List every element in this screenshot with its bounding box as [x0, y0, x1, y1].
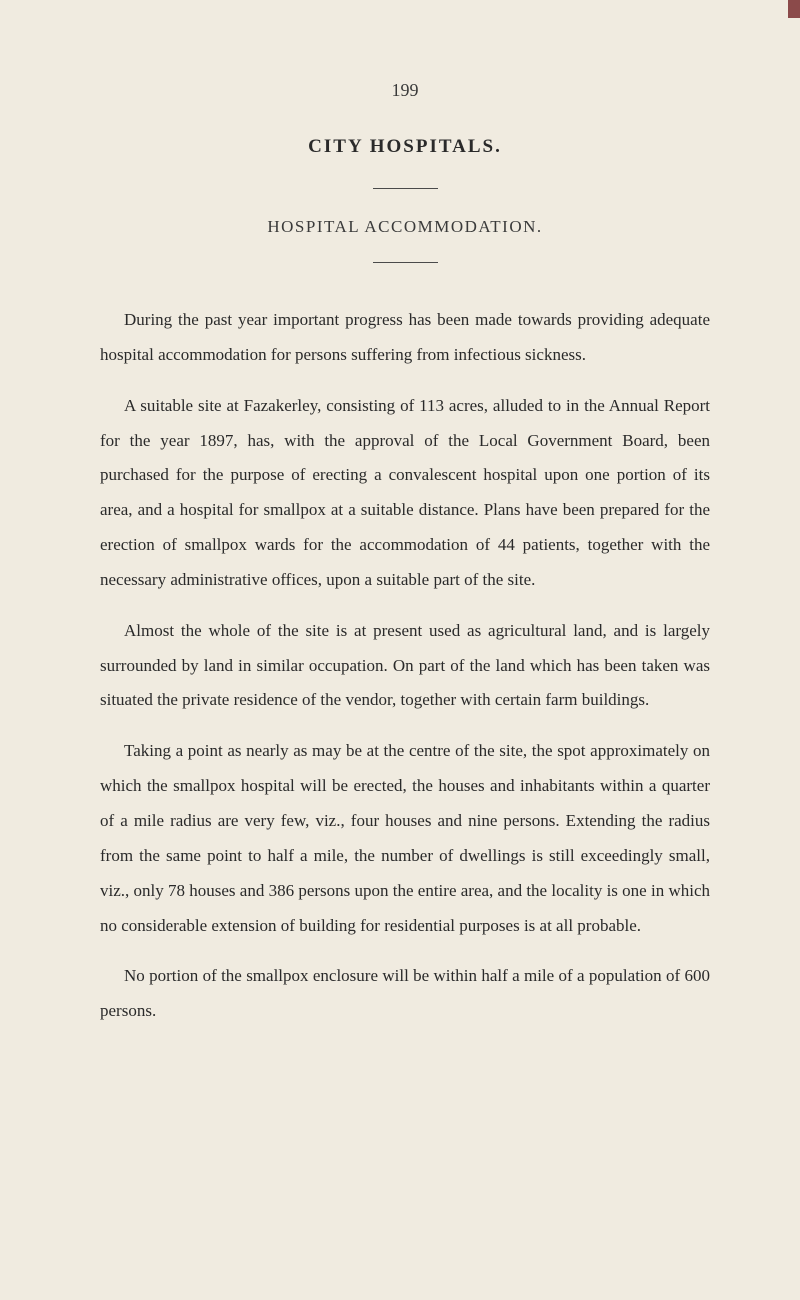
paragraph: During the past year important progress … — [100, 303, 710, 373]
paragraph: No portion of the smallpox enclosure wil… — [100, 959, 710, 1029]
paragraph: Taking a point as nearly as may be at th… — [100, 734, 710, 943]
edge-marker — [788, 0, 800, 18]
paragraph: Almost the whole of the site is at prese… — [100, 614, 710, 719]
document-subtitle: HOSPITAL ACCOMMODATION. — [100, 217, 710, 237]
page-number: 199 — [100, 80, 710, 101]
document-title: CITY HOSPITALS. — [100, 136, 710, 158]
paragraph: A suitable site at Fazakerley, consistin… — [100, 389, 710, 598]
document-body: During the past year important progress … — [100, 303, 710, 1029]
title-underline — [373, 188, 438, 189]
subtitle-underline — [373, 262, 438, 263]
